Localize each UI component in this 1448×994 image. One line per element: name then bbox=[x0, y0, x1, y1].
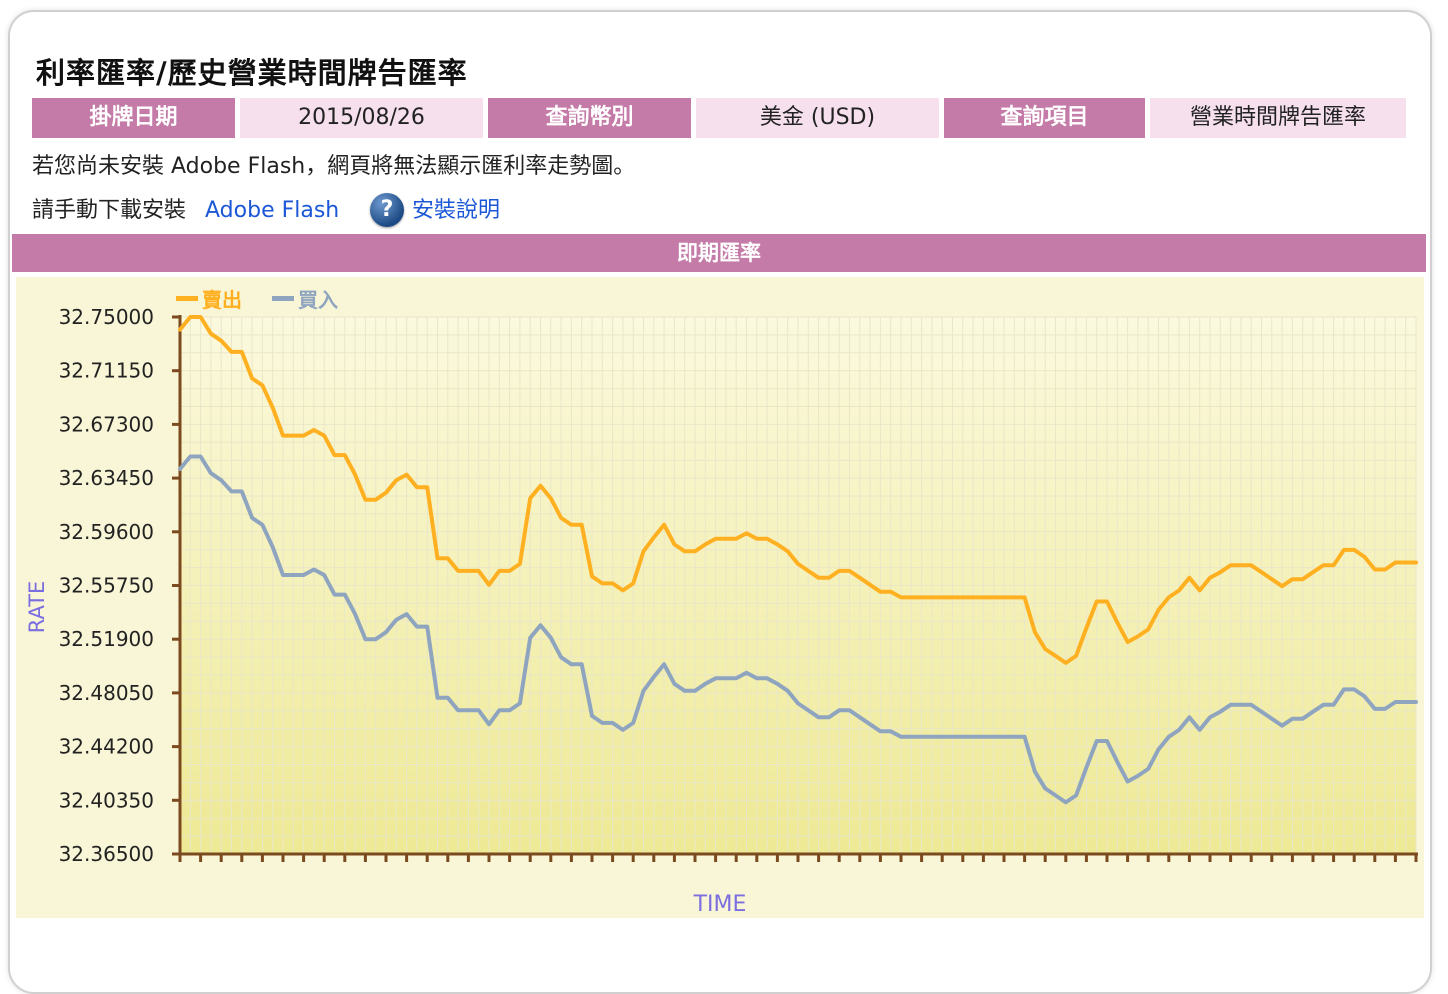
date-value: 2015/08/26 bbox=[240, 98, 483, 138]
legend-label: 賣出 bbox=[202, 288, 242, 312]
question-mark-icon[interactable]: ? bbox=[370, 193, 404, 227]
buy-rate-line bbox=[178, 454, 1418, 805]
series-lines bbox=[178, 315, 1418, 805]
y-tick-label: 32.71150 bbox=[59, 359, 154, 383]
flash-notice: 若您尚未安裝 Adobe Flash，網頁將無法顯示匯利率走勢圖。 bbox=[32, 154, 636, 179]
grid bbox=[179, 316, 1417, 855]
currency-value: 美金 (USD) bbox=[696, 98, 939, 138]
x-axis-ticks bbox=[178, 852, 1418, 862]
item-value: 營業時間牌告匯率 bbox=[1150, 98, 1406, 138]
currency-label: 查詢幣別 bbox=[488, 98, 691, 138]
date-label: 掛牌日期 bbox=[32, 98, 235, 138]
y-tick-label: 32.63450 bbox=[59, 466, 154, 490]
section-title: 即期匯率 bbox=[12, 234, 1426, 272]
query-info-bar: 掛牌日期 2015/08/26 查詢幣別 美金 (USD) 查詢項目 營業時間牌… bbox=[32, 98, 1406, 138]
y-axis-ticks: 32.75000 32.71150 32.67300 32.63450 32.59600… bbox=[59, 305, 182, 866]
y-tick-label: 32.51900 bbox=[59, 627, 154, 651]
flash-download-line: 請手動下載安裝 Adobe Flash bbox=[32, 192, 339, 224]
x-axis-title: TIME bbox=[693, 892, 747, 917]
sell-rate-line bbox=[178, 315, 1418, 665]
y-tick-label: 32.59600 bbox=[59, 520, 154, 544]
rate-chart-svg: 32.75000 32.71150 32.67300 32.63450 32.59600… bbox=[16, 277, 1424, 918]
item-label: 查詢項目 bbox=[944, 98, 1145, 138]
page-title: 利率匯率/歷史營業時間牌告匯率 bbox=[36, 56, 468, 90]
y-tick-label: 32.75000 bbox=[59, 305, 154, 329]
y-tick-label: 32.40350 bbox=[59, 788, 154, 812]
y-tick-label: 32.67300 bbox=[59, 412, 154, 436]
y-tick-label: 32.36500 bbox=[59, 842, 154, 866]
rate-chart: 32.75000 32.71150 32.67300 32.63450 32.59600… bbox=[16, 277, 1424, 918]
y-tick-label: 32.44200 bbox=[59, 735, 154, 759]
y-tick-label: 32.55750 bbox=[59, 574, 154, 598]
y-axis-title: RATE bbox=[25, 581, 49, 634]
legend: 賣出 買入 bbox=[176, 288, 338, 312]
legend-swatch bbox=[176, 296, 198, 301]
install-help-link[interactable]: 安裝說明 bbox=[412, 198, 501, 223]
adobe-flash-link[interactable]: Adobe Flash bbox=[205, 198, 340, 223]
flash-download-text: 請手動下載安裝 bbox=[32, 198, 187, 223]
y-tick-label: 32.48050 bbox=[59, 681, 154, 705]
legend-label: 買入 bbox=[298, 288, 338, 312]
legend-swatch bbox=[272, 296, 294, 301]
